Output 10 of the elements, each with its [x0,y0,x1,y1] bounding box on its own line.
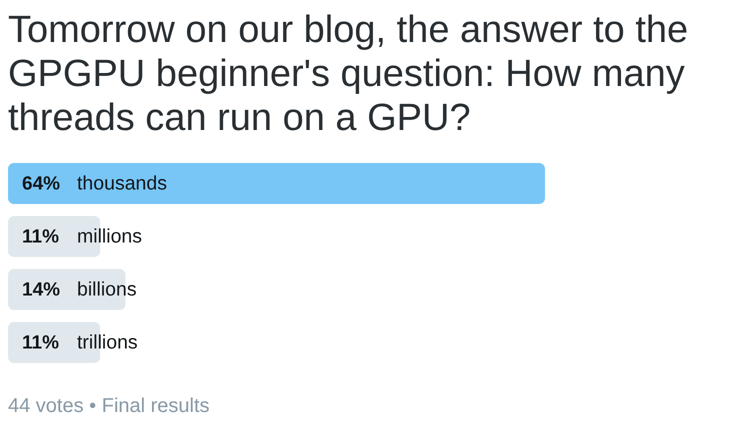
data-label: 14% [22,280,60,300]
y-tick-label: trillions [77,332,138,354]
text: 44 votes • Final results [8,395,210,417]
data-label: 11% [22,332,60,354]
y-tick-label: thousands [77,172,168,194]
y-tick-label: billions [77,278,137,300]
chart-title: Tomorrow on our blog, the answer to the GPGPU beginner's question: How many threads can run on a GPU? [8,9,688,139]
y-tick-label: millions [77,226,142,248]
data-label: 11% [22,226,60,248]
data-label: 64% [22,174,60,194]
